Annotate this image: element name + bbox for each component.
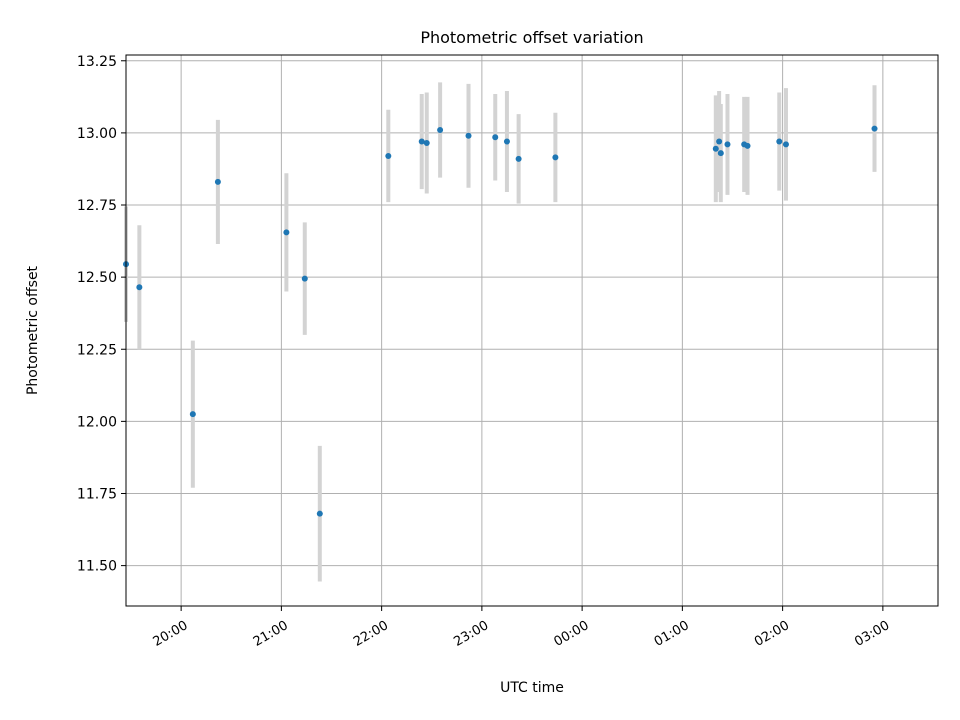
chart-title: Photometric offset variation [420, 28, 643, 47]
data-point [744, 142, 751, 149]
y-tick-label: 12.75 [77, 198, 117, 214]
data-points [123, 125, 878, 517]
data-point [385, 152, 392, 159]
data-point [492, 134, 499, 141]
data-point [418, 138, 425, 145]
data-point [503, 138, 510, 145]
y-tick-label: 11.75 [77, 486, 117, 502]
data-point [776, 138, 783, 145]
data-point [712, 145, 719, 152]
x-axis-label: UTC time [500, 680, 564, 696]
y-axis-label: Photometric offset [25, 265, 41, 395]
data-point [465, 132, 472, 139]
data-point [782, 141, 789, 148]
data-point [716, 138, 723, 145]
data-point [301, 275, 308, 282]
data-point [871, 125, 878, 132]
data-point [283, 229, 290, 236]
data-point [214, 178, 221, 185]
y-axis-ticks: 11.50 11.75 12.00 12.25 12.50 12.75 13.00 13.25 [77, 54, 126, 575]
plot-area-frame [125, 54, 939, 607]
data-point [717, 150, 724, 157]
data-point [515, 155, 522, 162]
y-tick-label: 11.50 [77, 559, 117, 575]
y-tick-label: 12.50 [77, 270, 117, 286]
y-tick-label: 12.25 [77, 342, 117, 358]
data-point [423, 139, 430, 146]
grid-lines [126, 55, 938, 606]
y-tick-label: 13.00 [77, 126, 117, 142]
y-tick-label: 12.00 [77, 414, 117, 430]
data-point [136, 284, 143, 291]
data-point [437, 127, 444, 134]
data-point [316, 510, 323, 517]
data-point [724, 141, 731, 148]
data-point [189, 411, 196, 418]
y-tick-label: 13.25 [77, 54, 117, 70]
data-point [552, 154, 559, 161]
